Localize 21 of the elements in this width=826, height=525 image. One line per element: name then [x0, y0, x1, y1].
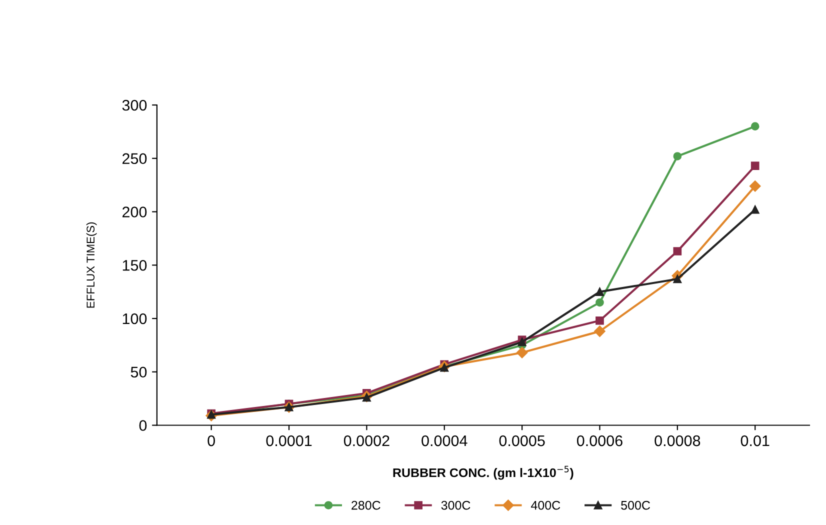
x-tick-label: 0.0001	[266, 435, 312, 446]
x-tick-label: 0.0008	[654, 435, 700, 446]
x-tick-label: 0.01	[740, 435, 770, 446]
y-tick-label: 50	[130, 366, 147, 378]
x-tick-label: 0.0002	[344, 435, 390, 446]
legend-label: 280C	[352, 500, 380, 510]
y-tick-label: 100	[122, 313, 147, 324]
legend-label: 400C	[530, 500, 560, 510]
x-tick-label: 0.0004	[422, 435, 468, 446]
y-tick-label: 300	[122, 100, 147, 111]
y-tick-label: 0	[139, 420, 147, 431]
y-tick-label: 250	[122, 153, 147, 164]
y-tick-label: 150	[122, 260, 147, 271]
x-tick-label: 0.0005	[499, 435, 545, 446]
y-tick-label: 200	[122, 206, 147, 218]
legend-label: 500C	[621, 500, 650, 510]
legend-label: 300C	[441, 500, 470, 510]
x-axis-title: RUBBER CONC. (gm l-1X10$^{−5}$)	[393, 466, 574, 480]
x-tick-label: 0.0006	[576, 435, 622, 446]
y-axis-title: EFFLUX TIME(S)	[86, 222, 97, 308]
x-tick-label: 0	[208, 435, 215, 446]
